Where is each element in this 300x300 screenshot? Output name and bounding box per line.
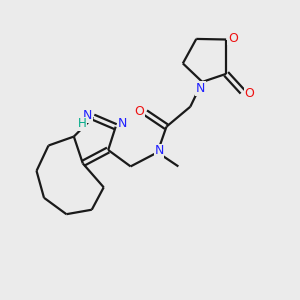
Text: O: O — [228, 32, 238, 44]
Text: N: N — [154, 144, 164, 158]
Text: O: O — [244, 87, 254, 100]
Text: O: O — [134, 105, 144, 118]
Text: H: H — [77, 117, 86, 130]
Text: N: N — [196, 82, 206, 95]
Text: N: N — [118, 117, 127, 130]
Text: N: N — [82, 109, 92, 122]
